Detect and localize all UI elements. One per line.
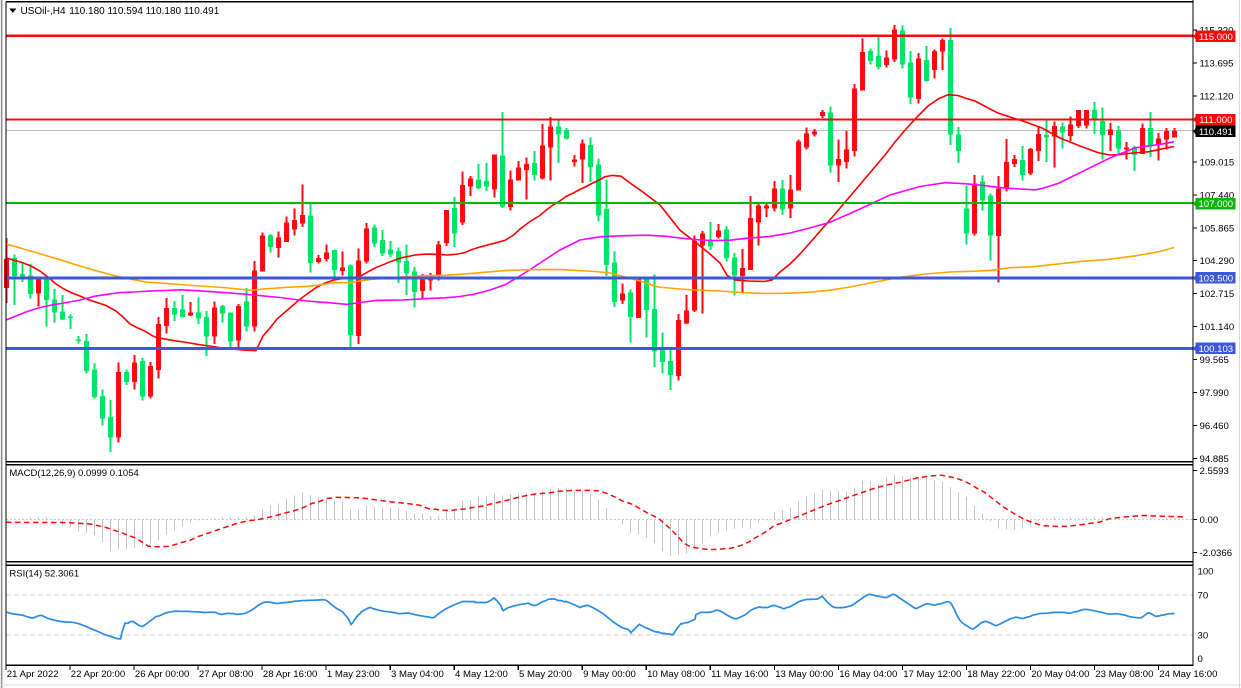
svg-text:2.5593: 2.5593 — [1200, 466, 1229, 477]
svg-text:110.180 110.594 110.180 110.49: 110.180 110.594 110.180 110.491 — [69, 6, 219, 17]
svg-text:20 May 04:00: 20 May 04:00 — [1031, 669, 1089, 680]
svg-text:27 Apr 08:00: 27 Apr 08:00 — [199, 669, 253, 680]
svg-text:4 May 12:00: 4 May 12:00 — [455, 669, 508, 680]
svg-text:111.000: 111.000 — [1199, 115, 1232, 126]
svg-text:94.885: 94.885 — [1200, 454, 1229, 465]
svg-text:102.715: 102.715 — [1200, 289, 1235, 300]
svg-text:3 May 04:00: 3 May 04:00 — [391, 669, 444, 680]
svg-text:18 May 22:00: 18 May 22:00 — [967, 669, 1025, 680]
svg-text:107.440: 107.440 — [1200, 190, 1235, 201]
svg-text:112.120: 112.120 — [1200, 91, 1234, 102]
svg-text:70: 70 — [1198, 591, 1209, 602]
svg-text:22 Apr 20:00: 22 Apr 20:00 — [71, 669, 125, 680]
svg-text:115.000: 115.000 — [1199, 32, 1233, 43]
svg-text:11 May 16:00: 11 May 16:00 — [711, 669, 768, 680]
svg-text:103.500: 103.500 — [1198, 274, 1233, 285]
svg-text:110.491: 110.491 — [1199, 127, 1233, 138]
svg-text:5 May 20:00: 5 May 20:00 — [519, 669, 572, 680]
svg-text:99.565: 99.565 — [1200, 355, 1229, 366]
svg-text:0: 0 — [1198, 654, 1203, 665]
svg-text:97.990: 97.990 — [1200, 388, 1229, 399]
svg-text:24 May 16:00: 24 May 16:00 — [1159, 669, 1217, 680]
svg-text:10 May 08:00: 10 May 08:00 — [647, 669, 705, 680]
svg-text:1 May 23:00: 1 May 23:00 — [327, 669, 380, 680]
svg-text:100: 100 — [1198, 567, 1214, 578]
svg-text:16 May 04:00: 16 May 04:00 — [839, 669, 897, 680]
svg-text:RSI(14) 52.3061: RSI(14) 52.3061 — [9, 568, 79, 579]
svg-text:30: 30 — [1198, 631, 1209, 642]
svg-text:105.865: 105.865 — [1200, 223, 1235, 234]
svg-text:17 May 12:00: 17 May 12:00 — [903, 669, 961, 680]
svg-text:101.140: 101.140 — [1200, 322, 1235, 333]
svg-text:21 Apr 2022: 21 Apr 2022 — [7, 669, 59, 680]
svg-text:96.460: 96.460 — [1200, 421, 1229, 432]
svg-text:26 Apr 00:00: 26 Apr 00:00 — [135, 669, 189, 680]
svg-text:USOil-,H4: USOil-,H4 — [21, 6, 66, 17]
svg-text:107.000: 107.000 — [1198, 199, 1233, 210]
svg-text:100.103: 100.103 — [1198, 344, 1233, 355]
svg-text:104.290: 104.290 — [1200, 256, 1235, 267]
svg-text:-2.0366: -2.0366 — [1200, 548, 1233, 559]
svg-text:28 Apr 16:00: 28 Apr 16:00 — [263, 669, 317, 680]
svg-text:23 May 08:00: 23 May 08:00 — [1095, 669, 1153, 680]
svg-text:109.015: 109.015 — [1200, 157, 1235, 168]
svg-text:MACD(12,26,9) 0.0999 0.1054: MACD(12,26,9) 0.0999 0.1054 — [9, 468, 138, 479]
svg-text:13 May 00:00: 13 May 00:00 — [775, 669, 833, 680]
svg-text:113.695: 113.695 — [1200, 59, 1234, 70]
svg-text:9 May 00:00: 9 May 00:00 — [583, 669, 636, 680]
svg-text:0.00: 0.00 — [1200, 515, 1219, 526]
